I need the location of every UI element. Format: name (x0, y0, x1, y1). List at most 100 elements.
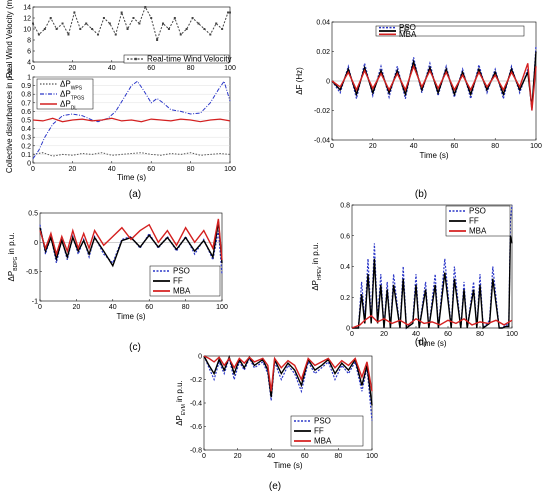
x-axis-label: Time (s) (417, 339, 446, 348)
x-tick-label: 20 (73, 304, 81, 311)
x-tick-label: 20 (69, 65, 77, 72)
legend-marker (134, 57, 137, 61)
series-marker (162, 22, 165, 25)
series-line (32, 117, 231, 123)
x-tick-label: 0 (202, 453, 206, 460)
series-marker (144, 6, 147, 8)
series-marker (221, 28, 224, 30)
y-tick-label: 0.6 (340, 233, 350, 240)
y-tick-label: 0.6 (21, 109, 31, 116)
y-tick-label: -0.6 (190, 424, 202, 431)
series-marker (138, 22, 141, 25)
series-marker (43, 28, 46, 30)
series-marker (179, 33, 182, 36)
series-marker (49, 17, 52, 19)
y-tick-label: 8 (27, 38, 31, 45)
x-tick-label: 40 (108, 166, 116, 173)
legend-label: PSO (469, 207, 486, 216)
x-tick-label: 0 (31, 166, 35, 173)
legend-label: Real-time Wind Velocity (147, 55, 231, 64)
series-line (203, 355, 373, 421)
x-tick-label: 0 (330, 143, 334, 150)
y-tick-label: 0.2 (340, 295, 350, 302)
series-marker (215, 22, 218, 25)
series-marker (229, 11, 231, 14)
legend-label: MBA (469, 227, 487, 236)
caption-d: (d) (415, 337, 427, 348)
x-tick-label: 40 (412, 331, 420, 338)
legend-label: ΔPWPS (60, 80, 83, 92)
legend-label: ΔPDL (60, 100, 77, 112)
y-tick-label: 0.5 (21, 118, 31, 125)
y-tick-label: 0.04 (316, 20, 330, 27)
x-tick-label: 60 (145, 304, 153, 311)
legend-label: MBA (314, 437, 332, 446)
x-axis-label: Time (s) (117, 173, 146, 182)
y-tick-label: -0.8 (190, 448, 202, 455)
series-line (39, 218, 223, 260)
x-tick-label: 60 (301, 453, 309, 460)
x-tick-label: 100 (530, 143, 542, 150)
x-tick-label: 20 (69, 166, 77, 173)
series-marker (227, 11, 230, 14)
legend-label: PSO (314, 417, 331, 426)
y-tick-label: 0.8 (21, 92, 31, 99)
x-tick-label: 40 (410, 143, 418, 150)
x-tick-label: 100 (506, 331, 518, 338)
y-tick-label: -0.4 (190, 401, 202, 408)
series-marker (102, 17, 105, 19)
series-marker (73, 11, 76, 14)
series-marker (191, 17, 194, 19)
series-marker (61, 22, 64, 25)
y-tick-label: 0 (198, 354, 202, 361)
x-tick-label: 20 (380, 331, 388, 338)
x-tick-label: 20 (369, 143, 377, 150)
series-marker (209, 33, 212, 36)
x-tick-label: 60 (444, 331, 452, 338)
x-axis-label: Time (s) (273, 461, 302, 470)
y-tick-label: 0.9 (21, 83, 31, 90)
series-marker (79, 28, 82, 30)
legend-box (375, 25, 525, 37)
series-marker (108, 22, 111, 25)
series-marker (126, 28, 129, 30)
y-axis-label: ΔPHPEV in p.u. (311, 242, 323, 290)
y-tick-label: 0.4 (340, 264, 350, 271)
x-tick-label: 0 (350, 331, 354, 338)
y-tick-label: -0.5 (26, 269, 38, 276)
x-tick-label: 80 (476, 331, 484, 338)
x-tick-label: 20 (234, 453, 242, 460)
series-marker (32, 22, 34, 25)
caption-b: (b) (415, 189, 427, 200)
legend-label: ΔPTPGS (60, 90, 85, 102)
y-tick-label: 1 (27, 75, 31, 82)
x-tick-label: 100 (224, 65, 236, 72)
x-tick-label: 0 (31, 65, 35, 72)
y-tick-label: 0.5 (28, 211, 38, 218)
y-axis-label: Real Wind Velocity (m/s) (5, 0, 14, 78)
y-tick-label: 4 (27, 60, 31, 67)
x-tick-label: 80 (491, 143, 499, 150)
legend-label: FF (173, 277, 183, 286)
y-tick-label: 10 (23, 27, 31, 34)
y-tick-label: 0 (34, 240, 38, 247)
y-tick-label: 0.3 (21, 135, 31, 142)
y-tick-label: -0.02 (314, 108, 330, 115)
series-marker (55, 28, 58, 30)
y-tick-label: 0.2 (21, 143, 31, 150)
series-marker (156, 39, 159, 41)
y-tick-label: 0.8 (340, 203, 350, 210)
legend-label: FF (399, 27, 409, 36)
series-line (331, 63, 537, 111)
x-axis-label: Time (s) (419, 151, 448, 160)
y-tick-label: -0.04 (314, 138, 330, 145)
y-tick-label: 0.1 (21, 152, 31, 159)
legend-label: PSO (399, 23, 416, 32)
y-tick-label: 0 (326, 79, 330, 86)
y-tick-label: 0.7 (21, 100, 31, 107)
x-tick-label: 80 (187, 166, 195, 173)
